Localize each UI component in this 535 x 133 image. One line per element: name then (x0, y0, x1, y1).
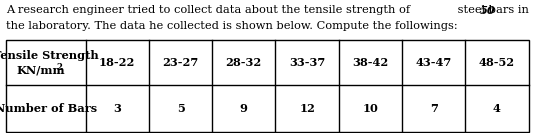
Text: 5: 5 (177, 103, 185, 114)
Text: 9: 9 (240, 103, 248, 114)
Text: 48-52: 48-52 (479, 57, 515, 68)
Text: 10: 10 (362, 103, 378, 114)
Text: steel bars in: steel bars in (454, 5, 529, 15)
Text: 43-47: 43-47 (416, 57, 452, 68)
Text: KN/mm: KN/mm (17, 65, 65, 76)
Text: 38-42: 38-42 (352, 57, 388, 68)
Text: Tensile Strength: Tensile Strength (0, 50, 99, 61)
Text: 3: 3 (113, 103, 121, 114)
Text: 12: 12 (299, 103, 315, 114)
Text: 33-37: 33-37 (289, 57, 325, 68)
Text: 4: 4 (493, 103, 501, 114)
Text: the laboratory. The data he collected is shown below. Compute the followings:: the laboratory. The data he collected is… (6, 21, 458, 31)
Text: Number of Bars: Number of Bars (0, 103, 97, 114)
Text: 50: 50 (479, 5, 495, 16)
Text: 18-22: 18-22 (99, 57, 135, 68)
Text: 7: 7 (430, 103, 438, 114)
Text: A research engineer tried to collect data about the tensile strength of: A research engineer tried to collect dat… (6, 5, 414, 15)
Bar (6, 40, 529, 132)
Text: 23-27: 23-27 (163, 57, 198, 68)
Text: 28-32: 28-32 (226, 57, 262, 68)
Text: 2: 2 (56, 63, 63, 72)
